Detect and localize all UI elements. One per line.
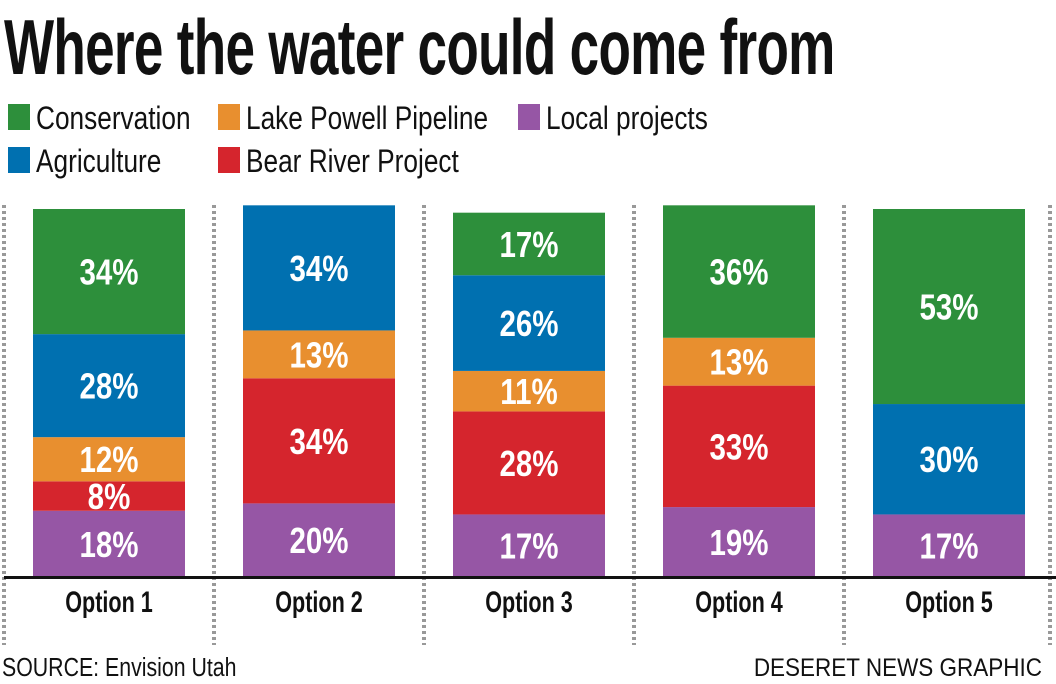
legend-label: Conservation <box>36 102 191 137</box>
legend-swatch <box>218 104 240 130</box>
bar-segment <box>453 275 605 371</box>
data-label: 34% <box>79 252 138 292</box>
data-label: 8% <box>88 476 131 516</box>
bar-segment <box>453 411 605 515</box>
bar-segment <box>243 503 395 577</box>
category-label: Option 2 <box>275 584 363 618</box>
data-label: 33% <box>709 427 768 467</box>
bar-segment <box>663 507 815 577</box>
bar-segment <box>873 209 1025 405</box>
data-label: 36% <box>709 252 768 292</box>
data-label: 26% <box>499 303 558 343</box>
bar-segment <box>243 330 395 379</box>
bar-segment <box>243 378 395 504</box>
bar-segment <box>33 209 185 335</box>
data-label: 28% <box>79 366 138 406</box>
category-label: Option 4 <box>695 584 783 618</box>
bar-segment <box>663 385 815 508</box>
data-label: 11% <box>500 371 557 411</box>
bar-segment <box>873 404 1025 515</box>
credit-note: DESERET NEWS GRAPHIC <box>754 654 1042 682</box>
data-label: 53% <box>919 287 978 327</box>
data-label: 34% <box>289 248 348 288</box>
legend-label: Bear River Project <box>246 145 459 180</box>
data-label: 17% <box>499 526 558 566</box>
bar-segment <box>33 334 185 438</box>
data-label: 17% <box>499 224 558 264</box>
bar-segment <box>663 337 815 386</box>
bar-segment <box>453 370 605 412</box>
legend-label: Local projects <box>546 102 708 137</box>
data-label: 18% <box>79 524 138 564</box>
chart-title: Where the water could come from <box>4 3 835 91</box>
bar-segment <box>33 510 185 577</box>
legend-swatch <box>8 147 30 173</box>
data-label: 13% <box>709 342 768 382</box>
category-label: Option 5 <box>905 584 993 618</box>
data-label: 17% <box>919 526 978 566</box>
category-label: Option 3 <box>485 584 573 618</box>
data-label: 19% <box>709 522 768 562</box>
bar-segment <box>873 514 1025 577</box>
bar-segment <box>33 481 185 511</box>
data-label: 12% <box>79 439 138 479</box>
source-note: SOURCE: Envision Utah <box>2 653 237 683</box>
data-label: 13% <box>289 335 348 375</box>
bar-segment <box>453 212 605 276</box>
legend-label: Lake Powell Pipeline <box>246 102 488 137</box>
data-label: 28% <box>499 443 558 483</box>
data-label: 34% <box>289 421 348 461</box>
category-label: Option 1 <box>65 584 153 618</box>
bar-segment <box>453 514 605 577</box>
legend-swatch <box>8 104 30 130</box>
bar-segment <box>243 205 395 331</box>
legend-label: Agriculture <box>36 145 161 180</box>
legend-swatch <box>518 104 540 130</box>
bar-segment <box>663 205 815 338</box>
data-label: 30% <box>919 439 978 479</box>
legend-swatch <box>218 147 240 173</box>
data-label: 20% <box>289 520 348 560</box>
bar-segment <box>33 437 185 482</box>
